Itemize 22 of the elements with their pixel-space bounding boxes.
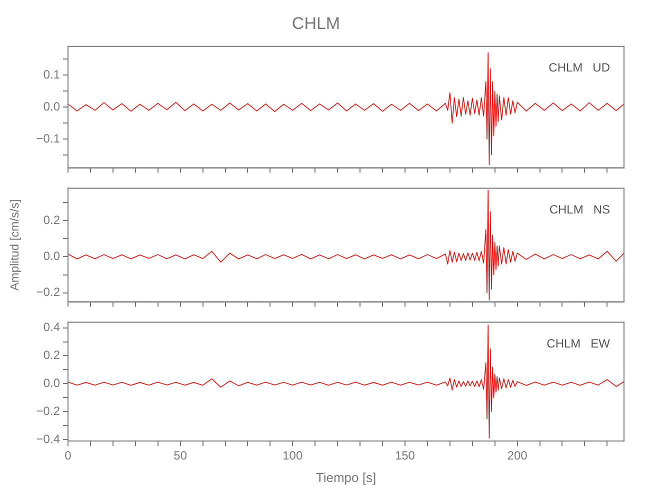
x-tick-label: 100 <box>282 448 303 463</box>
x-tick-label: 150 <box>394 448 416 463</box>
y-tick-label: −0.4 <box>36 432 60 446</box>
annotation: CHLM UD <box>548 60 610 75</box>
y-tick-label: −0.1 <box>36 131 60 146</box>
x-axis-title: Tiempo [s] <box>316 470 376 485</box>
annotation: CHLM EW <box>546 336 611 351</box>
y-tick-label: 0.4 <box>43 320 60 334</box>
y-tick-label: 0.0 <box>43 376 60 390</box>
y-tick-label: 0.0 <box>43 99 60 114</box>
y-tick-label: −0.2 <box>36 404 60 418</box>
y-tick-label: 0.0 <box>43 249 60 264</box>
y-tick-label: −0.2 <box>36 285 60 300</box>
y-tick-label: 0.2 <box>43 212 60 227</box>
y-tick-label: 0.1 <box>43 67 60 82</box>
x-tick-label: 0 <box>64 448 72 463</box>
x-tick-label: 50 <box>174 448 188 463</box>
annotation: CHLM NS <box>549 202 610 217</box>
x-tick-label: 200 <box>507 448 528 463</box>
y-axis-title: Amplitud [cm/s/s] <box>8 199 22 291</box>
y-tick-label: 0.2 <box>43 348 60 362</box>
chart-title: CHLM <box>292 14 340 33</box>
